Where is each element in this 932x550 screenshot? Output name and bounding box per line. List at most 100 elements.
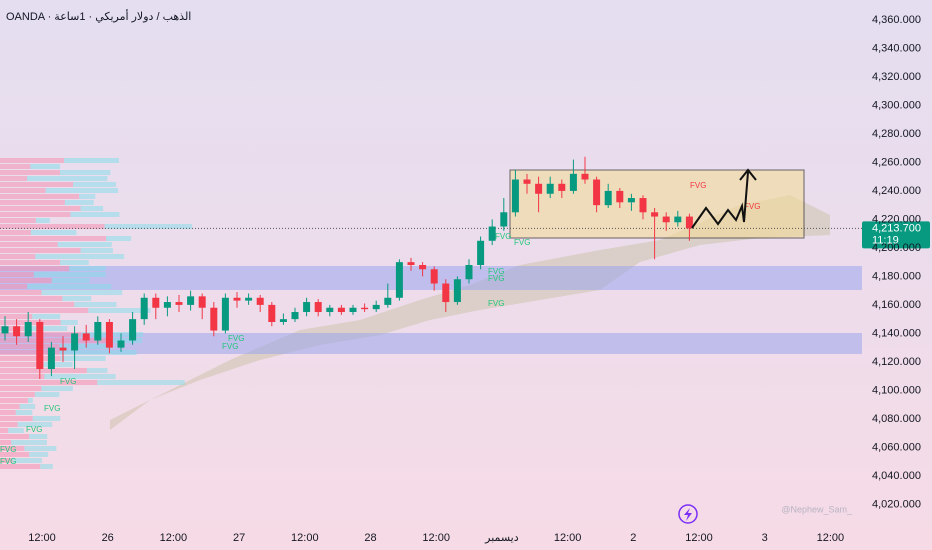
candle-body <box>453 279 461 303</box>
lightning-bolt <box>684 508 692 521</box>
y-tick-label: 4,140.000 <box>872 327 921 339</box>
candle-body <box>523 179 531 184</box>
candle-body <box>163 302 171 308</box>
x-tick-label: 26 <box>102 532 114 544</box>
x-tick-label: 3 <box>762 532 768 544</box>
fvg-label: FVG <box>228 334 244 343</box>
profile-bar <box>0 290 42 295</box>
fvg-label: FVG <box>0 445 16 454</box>
fvg-label: FVG <box>488 299 504 308</box>
x-tick-label: ديسمبر <box>484 532 519 544</box>
profile-bar <box>70 212 120 217</box>
profile-bar <box>0 176 28 181</box>
profile-bar <box>59 344 110 349</box>
candle-body <box>59 347 67 351</box>
y-tick-label: 4,340.000 <box>872 42 921 54</box>
y-tick-label: 4,300.000 <box>872 99 921 111</box>
profile-bar <box>60 320 78 325</box>
profile-bar <box>0 398 28 403</box>
candle-body <box>256 297 264 305</box>
candle-body <box>24 321 32 337</box>
last-price-label: 4,213.700 <box>872 222 921 234</box>
candle-body <box>685 216 693 229</box>
profile-bar <box>27 176 108 181</box>
last-price-box <box>862 221 930 249</box>
candle-body <box>326 307 334 313</box>
profile-bar <box>27 398 33 403</box>
profile-bar <box>0 380 98 385</box>
candle-body <box>569 173 577 191</box>
profile-bar <box>29 434 48 439</box>
profile-bar <box>41 290 123 295</box>
candle-body <box>314 302 322 313</box>
candle-body <box>187 296 195 305</box>
y-tick-label: 4,100.000 <box>872 384 921 396</box>
fvg-label: FVG <box>26 425 42 434</box>
profile-bar <box>0 434 30 439</box>
candle-body <box>546 183 554 194</box>
fvg-label: FVG <box>60 377 76 386</box>
profile-bar <box>0 278 52 283</box>
x-tick-label: 12:00 <box>291 532 319 544</box>
profile-bar <box>0 416 33 421</box>
profile-bar <box>17 422 53 427</box>
candle-body <box>210 307 218 331</box>
zone <box>0 333 862 354</box>
candle-body <box>140 297 148 320</box>
profile-bar <box>8 428 24 433</box>
candle-body <box>291 312 299 320</box>
x-tick-label: 2 <box>630 532 636 544</box>
profile-bar <box>0 224 105 229</box>
profile-bar <box>12 458 42 463</box>
candle-body <box>558 183 566 191</box>
candle-body <box>372 304 380 310</box>
profile-bar <box>43 362 73 367</box>
profile-bar <box>32 314 61 319</box>
candle-body <box>221 297 229 331</box>
profile-bar <box>0 374 45 379</box>
profile-bar <box>0 314 33 319</box>
profile-bar <box>64 200 94 205</box>
profile-bar <box>34 392 60 397</box>
x-tick-label: 12:00 <box>160 532 188 544</box>
profile-bar <box>30 164 60 169</box>
profile-bar <box>15 410 33 415</box>
y-tick-label: 4,040.000 <box>872 470 921 482</box>
profile-bar <box>0 206 81 211</box>
candle-body <box>245 297 253 301</box>
candle-body <box>152 297 160 308</box>
candle-body <box>94 321 102 341</box>
candle-body <box>430 269 438 284</box>
profile-bar <box>88 308 151 313</box>
profile-bar <box>41 386 73 391</box>
profile-bar <box>19 404 36 409</box>
y-tick-label: 4,360.000 <box>872 14 921 26</box>
profile-bar <box>0 308 89 313</box>
candle-body <box>13 326 21 337</box>
fvg-label: FVG <box>514 238 530 247</box>
profile-bar <box>0 260 61 265</box>
x-tick-label: 12:00 <box>817 532 845 544</box>
profile-bar <box>44 374 116 379</box>
lightning-icon[interactable] <box>678 504 698 524</box>
profile-bar <box>0 338 106 343</box>
fvg-label: FVG <box>488 274 504 283</box>
profile-bar <box>0 272 34 277</box>
candle-body <box>465 265 473 280</box>
candle-body <box>511 179 519 213</box>
candle-body <box>674 216 682 223</box>
profile-bar <box>0 284 28 289</box>
x-tick-label: 12:00 <box>28 532 56 544</box>
candle-body <box>233 297 241 301</box>
candle-body <box>419 265 427 270</box>
profile-bar <box>0 194 80 199</box>
profile-bar <box>104 224 193 229</box>
candle-body <box>593 179 601 206</box>
candle-body <box>581 173 589 180</box>
candle-body <box>1 326 9 334</box>
profile-bar <box>59 350 137 355</box>
profile-bar <box>0 254 36 259</box>
profile-bar <box>69 266 106 271</box>
profile-bar <box>0 218 36 223</box>
profile-bar <box>105 338 142 343</box>
